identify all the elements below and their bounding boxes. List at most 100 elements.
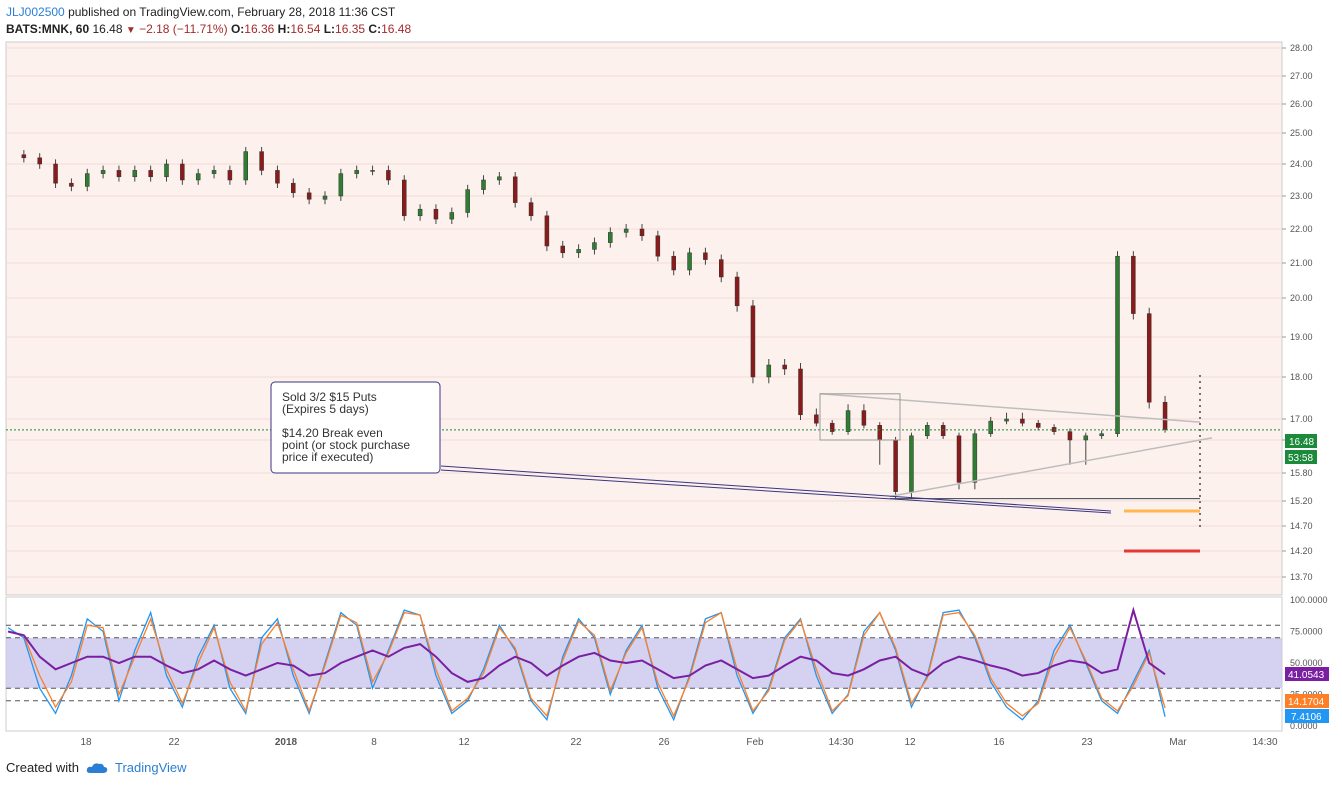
candle-body	[417, 208, 423, 217]
author-link[interactable]: JLJ002500	[6, 5, 65, 19]
price-tick-label: 14.70	[1290, 521, 1313, 531]
candle-body	[259, 151, 264, 171]
indicator-lines	[6, 606, 1282, 722]
candle-body	[829, 422, 835, 432]
candle-body	[449, 212, 455, 220]
candle-body	[322, 195, 328, 200]
svg-text:53:58: 53:58	[1288, 453, 1313, 464]
tradingview-cloud-icon	[86, 762, 108, 773]
candle-body	[402, 179, 407, 217]
candle-body	[639, 228, 645, 237]
price-tick-label: 18.00	[1290, 372, 1313, 382]
candle-body	[1036, 422, 1041, 428]
candle-body	[481, 179, 486, 190]
price-tick-label: 24.00	[1290, 159, 1313, 169]
low-value: 16.35	[335, 22, 366, 36]
candle-body	[734, 276, 740, 307]
chart-canvas[interactable]: Sold 3/2 $15 Puts (Expires 5 days) $14.2…	[0, 0, 1342, 760]
rsi-badge: 41.0543	[1285, 667, 1329, 681]
svg-text:7.4106: 7.4106	[1291, 712, 1322, 723]
last-price: 16.48	[92, 22, 123, 36]
candle-body	[512, 176, 518, 203]
time-tick-label: 22	[570, 737, 582, 748]
price-tick-label: 26.00	[1290, 99, 1313, 109]
candle-body	[211, 170, 217, 174]
high-value: 16.54	[290, 22, 321, 36]
annotation-line4: point (or stock purchase	[282, 438, 410, 452]
candle-body	[497, 176, 502, 181]
candle-body	[386, 170, 391, 181]
annotation-callout[interactable]: Sold 3/2 $15 Puts (Expires 5 days) $14.2…	[270, 381, 1112, 514]
d-badge: 14.1704	[1285, 694, 1329, 708]
candle-body	[53, 163, 58, 184]
candle-body	[1162, 401, 1168, 430]
candle-body	[243, 151, 248, 181]
candle-body	[1099, 433, 1104, 437]
candle-body	[719, 259, 724, 278]
price-tick-label: 21.00	[1290, 258, 1313, 268]
publish-line: JLJ002500 published on TradingView.com, …	[6, 4, 411, 21]
candle-body	[972, 433, 978, 483]
candle-body	[798, 368, 803, 416]
trend-drawings	[6, 375, 1282, 553]
candle-body	[592, 242, 597, 250]
price-axis[interactable]: 28.00 27.00 26.00 25.00 24.00 23.00 22.00 21.00…	[1282, 43, 1313, 582]
candle-body	[291, 182, 296, 194]
indicator-tick-label: 50.0000	[1290, 658, 1323, 668]
triangle-upper	[819, 393, 1201, 423]
tradingview-link[interactable]: TradingView	[114, 760, 187, 775]
time-tick-label: 12	[904, 737, 916, 748]
price-tick-label: 15.20	[1290, 496, 1313, 506]
price-pane[interactable]	[5, 41, 1283, 596]
ohlc-line: BATS:MNK, 60 16.48 ▼ −2.18 (−11.71%) O:1…	[6, 21, 411, 39]
indicator-tick-label: 100.0000	[1290, 595, 1328, 605]
candle-body	[148, 170, 153, 178]
candle-body	[465, 189, 470, 213]
high-label: H:	[277, 22, 291, 36]
svg-text:16.48: 16.48	[1289, 437, 1314, 448]
price-tick-label: 23.00	[1290, 191, 1313, 201]
candle-body	[750, 305, 756, 378]
down-arrow-icon: ▼	[125, 25, 136, 36]
price-tick-label: 25.00	[1290, 128, 1313, 138]
candle-body	[576, 249, 581, 254]
candle-body	[703, 252, 708, 260]
time-tick-label: 18	[80, 737, 92, 748]
created-with-label: Created with	[6, 760, 79, 775]
candle-body	[909, 435, 914, 492]
price-tick-label: 28.00	[1290, 43, 1313, 53]
candle-body	[370, 170, 375, 172]
price-candles	[21, 146, 1168, 499]
candle-body	[687, 252, 692, 271]
close-label: C:	[368, 22, 382, 36]
candle-body	[988, 420, 993, 434]
candle-body	[1020, 418, 1025, 424]
time-axis[interactable]: 18 22 2018 8 12 22 26 Feb 14:30 12 16 23 Mar 14:30	[6, 730, 1282, 748]
series-d	[7, 611, 1166, 718]
chart-header: JLJ002500 published on TradingView.com, …	[6, 4, 411, 39]
candle-body	[354, 170, 359, 174]
price-tick-label: 27.00	[1290, 71, 1313, 81]
indicator-tick-label: 0.0000	[1290, 721, 1318, 731]
candle-body	[195, 173, 201, 181]
candle-body	[671, 255, 676, 271]
annotation-line5: price if executed)	[282, 450, 373, 464]
time-tick-label: Mar	[1169, 737, 1187, 748]
time-tick-label: 16	[993, 737, 1005, 748]
series-rsi	[7, 606, 1166, 683]
candle-body	[560, 245, 565, 254]
time-tick-label: 14:30	[1252, 737, 1277, 748]
candle-body	[893, 439, 898, 492]
candle-body	[655, 235, 661, 257]
candle-body	[338, 173, 344, 197]
candle-body	[608, 232, 613, 243]
price-tick-label: 22.00	[1290, 224, 1313, 234]
candle-body	[1067, 431, 1073, 441]
range-box	[819, 393, 901, 441]
candle-body	[877, 425, 882, 441]
k-badge: 7.4106	[1285, 709, 1329, 723]
time-tick-label: 23	[1081, 737, 1093, 748]
candle-body	[69, 182, 74, 187]
candle-body	[766, 364, 772, 378]
svg-text:14.1704: 14.1704	[1288, 697, 1325, 708]
